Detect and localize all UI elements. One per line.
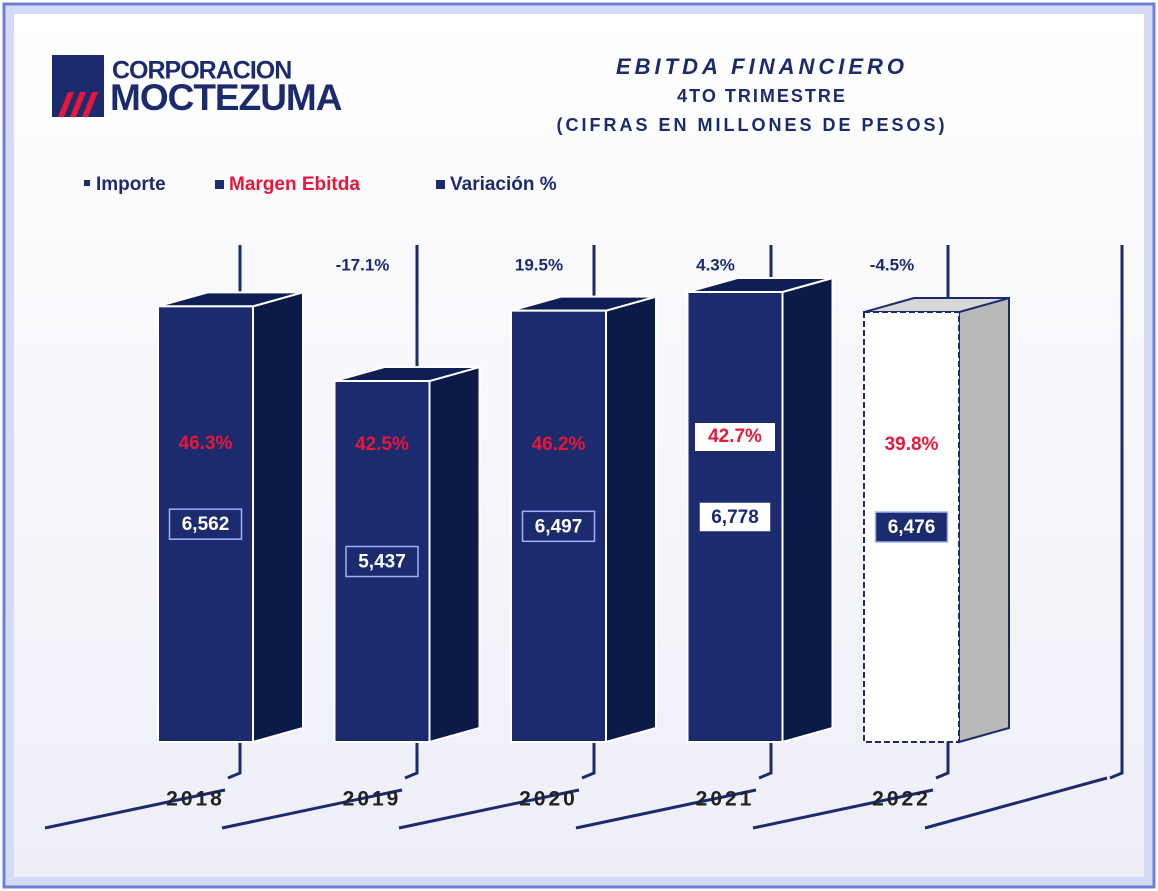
value-label-box (698, 501, 772, 533)
bar-side (605, 295, 657, 744)
x-tick-label: 2019 (343, 788, 402, 811)
legend-swatch (84, 180, 90, 186)
x-tick-label: 2020 (519, 788, 578, 811)
variation-label: -4.5% (870, 255, 914, 274)
margin-label: 42.7% (708, 426, 762, 447)
value-label: 6,497 (535, 516, 583, 537)
value-label-box (168, 508, 243, 540)
floor-line (221, 788, 403, 830)
bar-side (428, 365, 481, 744)
variation-label: -17.1% (336, 255, 390, 274)
legend-label: Margen Ebitda (229, 174, 360, 195)
logo-line2: MOCTEZUMA (110, 77, 342, 118)
chart-subtitle: (CIFRAS EN MILLONES DE PESOS) (556, 115, 947, 135)
floor-line (752, 788, 934, 830)
x-tick-label: 2018 (166, 788, 225, 811)
legend-swatch (215, 180, 224, 189)
margin-label-box (695, 423, 775, 451)
chart-title: EBITDA FINANCIERO (616, 54, 908, 79)
value-label: 6,476 (888, 517, 936, 538)
value-label-box (521, 510, 596, 543)
legend-label: Variación % (450, 174, 557, 195)
logo-line1: CORPORACION (112, 57, 291, 85)
legend-label: Importe (96, 174, 166, 195)
x-tick-label: 2021 (696, 788, 755, 811)
margin-label: 39.8% (885, 434, 939, 455)
margin-label: 46.2% (532, 434, 586, 455)
bar-side (781, 276, 834, 744)
variation-label: 4.3% (696, 255, 735, 274)
x-tick-label: 2022 (872, 788, 931, 811)
logo: CORPORACION MOCTEZUMA (52, 55, 343, 118)
value-label: 6,562 (182, 514, 230, 535)
margin-label: 42.5% (355, 434, 409, 455)
floor-line (44, 788, 226, 830)
value-label-box (874, 511, 949, 543)
margin-label: 46.3% (179, 433, 233, 454)
wall-line (1109, 245, 1124, 780)
value-label-box (345, 545, 419, 578)
bar-side (252, 291, 304, 744)
floor-line (575, 788, 757, 830)
value-label: 5,437 (358, 552, 406, 573)
chart-subtitle: 4TO TRIMESTRE (677, 86, 847, 106)
variation-label: 19.5% (515, 255, 563, 274)
value-label: 6,778 (711, 507, 759, 528)
floor-line (924, 776, 1108, 830)
legend-swatch (436, 180, 445, 189)
logo-stripes (58, 92, 98, 117)
bar-side (958, 296, 1010, 744)
floor-line (398, 788, 580, 830)
